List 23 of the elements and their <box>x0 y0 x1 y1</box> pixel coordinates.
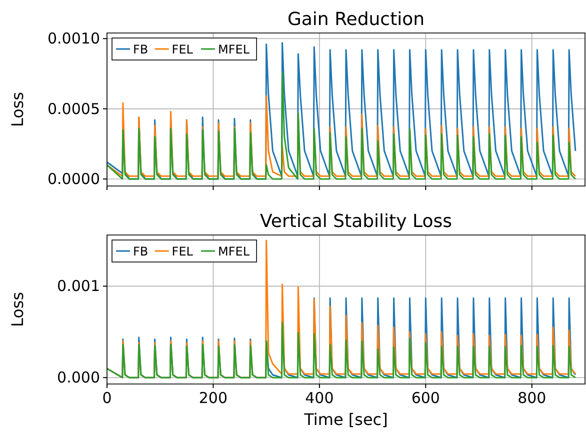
y-axis-title: Loss <box>8 92 27 128</box>
chart-title: Vertical Stability Loss <box>260 211 452 232</box>
y-tick-label: 0.0005 <box>48 100 100 118</box>
line-series <box>107 72 576 180</box>
legend-label: FEL <box>172 42 194 56</box>
x-tick-label: 600 <box>411 389 440 407</box>
x-tick-label: 800 <box>518 389 546 407</box>
x-tick-label: 0 <box>102 389 112 407</box>
legend-label: MFEL <box>218 42 250 56</box>
x-axis-title: Time [sec] <box>303 410 388 429</box>
legend-label: MFEL <box>218 244 250 258</box>
y-tick-label: 0.000 <box>57 368 100 387</box>
x-tick-label: 400 <box>305 389 334 407</box>
y-tick-label: 0.001 <box>57 277 100 296</box>
x-tick-label: 200 <box>198 389 228 407</box>
y-tick-label: 0.0000 <box>48 170 100 188</box>
legend-label: FB <box>133 42 148 56</box>
legend-label: FB <box>133 244 148 258</box>
line-series <box>107 322 576 378</box>
y-axis-title: Loss <box>8 292 27 328</box>
chart-title: Gain Reduction <box>287 9 425 30</box>
legend-label: FEL <box>172 244 194 258</box>
y-tick-label: 0.0010 <box>48 30 100 48</box>
